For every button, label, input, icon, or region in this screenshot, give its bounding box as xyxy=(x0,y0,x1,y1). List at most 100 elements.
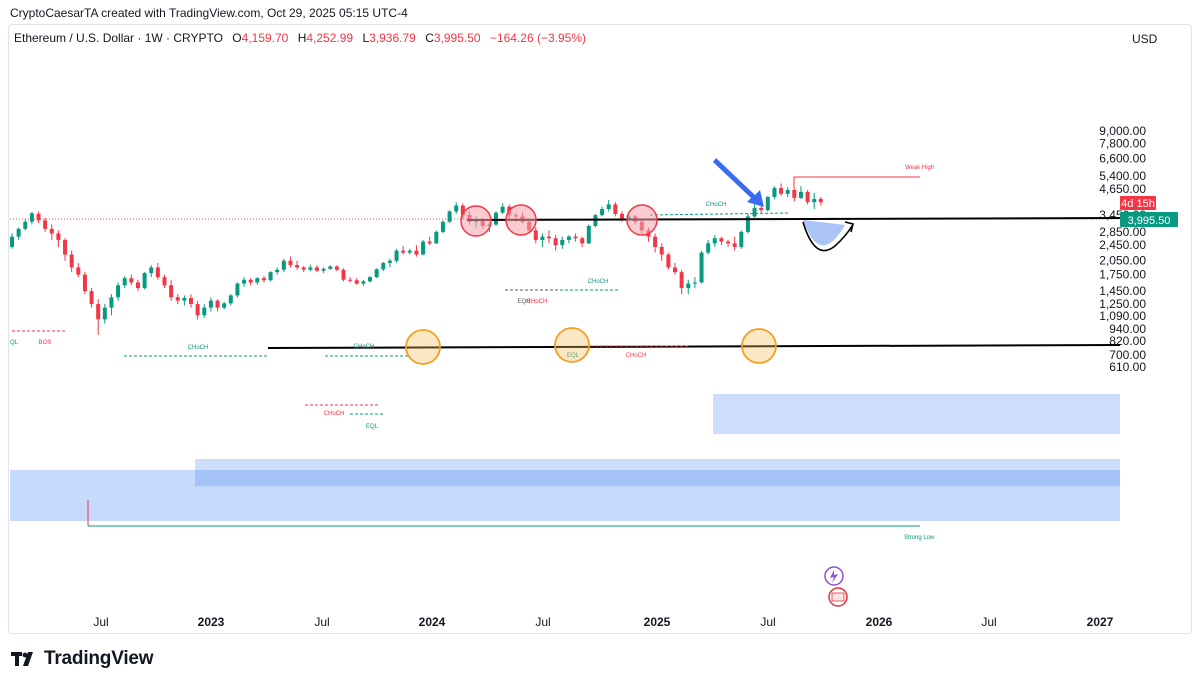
candle xyxy=(805,189,810,205)
candle-body xyxy=(533,230,538,240)
candle xyxy=(739,230,744,249)
candle-body xyxy=(414,250,419,255)
countdown-tag xyxy=(1120,196,1156,210)
candle xyxy=(732,236,737,251)
us-flag xyxy=(831,592,845,602)
candle xyxy=(586,224,591,245)
candle-body xyxy=(96,304,101,320)
candle-body xyxy=(76,267,81,275)
candle xyxy=(745,213,750,234)
candle-body xyxy=(447,211,452,222)
candle xyxy=(69,250,74,273)
candle-body xyxy=(387,260,392,263)
candle xyxy=(573,233,578,242)
candle xyxy=(593,213,598,228)
support-touch-circle xyxy=(741,328,777,364)
low-value: 3,936.79 xyxy=(369,31,416,45)
candle xyxy=(314,265,319,273)
candle-body xyxy=(16,228,21,237)
candle-body xyxy=(109,297,114,308)
candle xyxy=(354,278,359,285)
candle-body xyxy=(560,239,565,246)
symbol-name[interactable]: Ethereum / U.S. Dollar · 1W · CRYPTO xyxy=(14,31,223,45)
candle-body xyxy=(586,225,591,244)
candle-body xyxy=(69,254,74,268)
x-tick-label: Jul xyxy=(535,615,550,629)
candle xyxy=(440,220,445,234)
currency-label[interactable]: USD xyxy=(1132,32,1158,46)
candle-body xyxy=(162,277,167,286)
candle xyxy=(387,258,392,268)
candle xyxy=(56,230,61,247)
chart-panel[interactable] xyxy=(8,24,1192,634)
candle-body xyxy=(142,273,147,289)
close-value: 3,995.50 xyxy=(433,31,481,45)
candle xyxy=(421,239,426,256)
choch-label: CHoCH xyxy=(706,202,727,208)
last-price-label: 3,995.50 xyxy=(1128,215,1171,227)
choch-label: CHoCH xyxy=(324,411,345,417)
candle-body xyxy=(155,267,160,278)
candle xyxy=(135,279,140,292)
candle xyxy=(76,262,81,278)
y-tick-label: 5,400.00 xyxy=(1099,169,1146,183)
candle-body xyxy=(573,236,578,239)
candle xyxy=(63,238,68,261)
candle xyxy=(540,233,545,247)
y-tick-label: 2,850.00 xyxy=(1099,225,1146,239)
x-tick-label: 2026 xyxy=(866,615,893,629)
candle xyxy=(23,219,28,231)
candle xyxy=(162,274,167,289)
candle xyxy=(208,297,213,312)
candle-body xyxy=(719,238,724,242)
candle-body xyxy=(818,198,823,203)
candle xyxy=(381,262,386,272)
candle xyxy=(666,252,671,270)
x-tick-label: Jul xyxy=(760,615,775,629)
candle-body xyxy=(334,266,339,270)
candle xyxy=(328,265,333,270)
y-tick-label: 610.00 xyxy=(1109,360,1146,374)
candle xyxy=(195,300,200,320)
support-touch-circle xyxy=(554,327,590,363)
candle-body xyxy=(706,243,711,253)
x-tick-label: 2024 xyxy=(419,615,446,629)
candle-body xyxy=(613,204,618,214)
candle xyxy=(235,282,240,298)
candle-body xyxy=(182,297,187,301)
y-tick-label: 1,750.00 xyxy=(1099,268,1146,282)
candle xyxy=(812,192,817,210)
eqh-label: EQH xyxy=(517,299,530,305)
candle xyxy=(653,233,658,253)
y-tick-label: 1,250.00 xyxy=(1099,297,1146,311)
candle xyxy=(798,186,803,199)
candle-body xyxy=(500,206,505,213)
candle xyxy=(374,268,379,279)
tradingview-logo-icon xyxy=(11,652,33,666)
candle xyxy=(427,236,432,246)
candle xyxy=(155,262,160,280)
candle-body xyxy=(129,278,134,283)
candle-body xyxy=(175,297,180,301)
projection-curve xyxy=(802,221,853,252)
high-label: H xyxy=(297,31,307,45)
candle-body xyxy=(281,260,286,270)
resistance-touch-circle xyxy=(626,204,658,236)
close-label: C xyxy=(425,31,434,45)
weak-high-label: Weak High xyxy=(905,165,934,171)
candle xyxy=(248,278,253,286)
choch-label: CHoCH xyxy=(188,345,209,351)
candle-body xyxy=(712,238,717,244)
candle xyxy=(301,266,306,273)
candle-body xyxy=(752,207,757,217)
candle xyxy=(142,272,147,290)
tradingview-footer: TradingView xyxy=(10,648,154,670)
candle xyxy=(82,272,87,295)
candle xyxy=(102,304,107,324)
candle xyxy=(792,188,797,202)
candle-body xyxy=(421,241,426,255)
candle xyxy=(606,200,611,212)
bos-label: BOS xyxy=(39,340,52,346)
demand-zone-overlap xyxy=(195,470,1120,486)
